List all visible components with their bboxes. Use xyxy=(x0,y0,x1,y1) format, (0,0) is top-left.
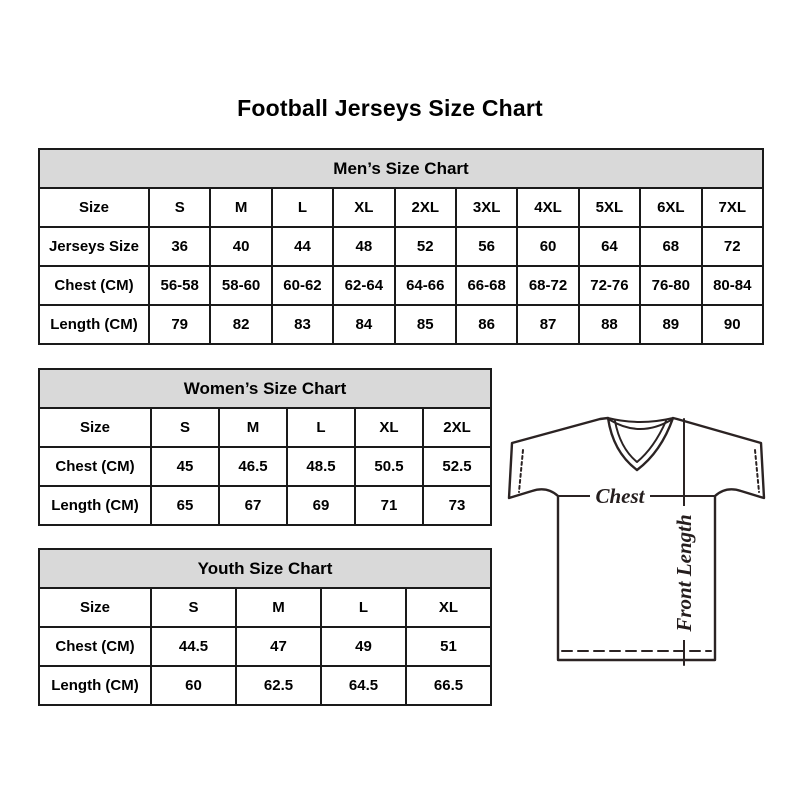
mens-data-cell: 36 xyxy=(147,226,212,267)
collar-inner-v-line xyxy=(614,420,667,463)
mens-data-cell: 85 xyxy=(393,304,457,345)
mens-data-cell: 64 xyxy=(577,226,642,267)
mens-header-cell: Size xyxy=(38,187,150,228)
mens-data-cell: 79 xyxy=(147,304,212,345)
jersey-measurement-diagram: Chest Front Length xyxy=(505,403,775,675)
womens-header-cell: L xyxy=(286,407,356,448)
mens-header-cell: 7XL xyxy=(700,187,765,228)
youth-data-cell: Length (CM) xyxy=(38,665,152,706)
front-length-label-bg xyxy=(673,506,695,640)
womens-header-cell: 2XL xyxy=(422,407,492,448)
mens-data-cell: 72-76 xyxy=(577,265,642,306)
youth-data-cell: 60 xyxy=(150,665,237,706)
youth-data-cell: 47 xyxy=(235,626,322,667)
womens-data-cell: 50.5 xyxy=(354,446,424,487)
mens-data-cell: 62-64 xyxy=(332,265,396,306)
womens-header-cell: XL xyxy=(354,407,424,448)
mens-header-cell: 4XL xyxy=(516,187,580,228)
jersey-outline xyxy=(507,416,766,662)
mens-data-cell: 88 xyxy=(577,304,642,345)
mens-data-cell: 84 xyxy=(332,304,396,345)
mens-data-cell: 48 xyxy=(332,226,396,267)
mens-data-cell: Jerseys Size xyxy=(38,226,150,267)
womens-data-cell: 48.5 xyxy=(286,446,356,487)
mens-data-cell: 76-80 xyxy=(639,265,703,306)
mens-size-table: Men’s Size Chart Size S M L XL 2XL 3XL 4XL 5XL 6XL… xyxy=(38,148,765,345)
chest-label: Chest xyxy=(595,484,645,508)
youth-data-cell: 64.5 xyxy=(320,665,407,706)
youth-data-cell: 51 xyxy=(405,626,492,667)
mens-data-cell: 60-62 xyxy=(270,265,335,306)
mens-data-cell: 80-84 xyxy=(700,265,765,306)
mens-data-cell: 40 xyxy=(209,226,273,267)
youth-header-cell: M xyxy=(235,587,322,628)
youth-header-cell: Size xyxy=(38,587,152,628)
womens-data-cell: 69 xyxy=(286,485,356,526)
mens-data-cell: Length (CM) xyxy=(38,304,150,345)
womens-size-table: Women’s Size Chart Size S M L XL 2XL Chest (CM)… xyxy=(38,368,492,526)
womens-data-cell: Chest (CM) xyxy=(38,446,152,487)
mens-data-cell: 82 xyxy=(209,304,273,345)
mens-data-cell: 52 xyxy=(393,226,457,267)
right-cuff-stitch-line xyxy=(754,449,760,493)
youth-data-cell: 49 xyxy=(320,626,407,667)
youth-table-title: Youth Size Chart xyxy=(38,548,492,589)
mens-data-cell: 83 xyxy=(270,304,335,345)
mens-data-cell: 87 xyxy=(516,304,580,345)
mens-data-cell: 72 xyxy=(700,226,765,267)
mens-table-title: Men’s Size Chart xyxy=(38,148,764,189)
mens-header-cell: 6XL xyxy=(639,187,703,228)
womens-data-cell: Length (CM) xyxy=(38,485,152,526)
mens-data-cell: 64-66 xyxy=(393,265,457,306)
womens-data-cell: 45 xyxy=(150,446,220,487)
womens-data-cell: 46.5 xyxy=(218,446,288,487)
womens-table-title: Women’s Size Chart xyxy=(38,368,492,409)
page-title: Football Jerseys Size Chart xyxy=(237,95,543,121)
mens-data-cell: 56 xyxy=(454,226,519,267)
womens-data-cell: 71 xyxy=(354,485,424,526)
mens-data-cell: 68-72 xyxy=(516,265,580,306)
womens-header-cell: S xyxy=(150,407,220,448)
mens-header-cell: S xyxy=(147,187,212,228)
mens-data-cell: 58-60 xyxy=(209,265,273,306)
mens-data-cell: 68 xyxy=(639,226,703,267)
mens-data-cell: 90 xyxy=(700,304,765,345)
mens-data-cell: 44 xyxy=(270,226,335,267)
mens-header-cell: 2XL xyxy=(393,187,457,228)
youth-header-cell: S xyxy=(150,587,237,628)
youth-size-table: Youth Size Chart Size S M L XL Chest (CM) 44.5 4… xyxy=(38,548,492,706)
mens-header-cell: XL xyxy=(332,187,396,228)
youth-data-cell: 44.5 xyxy=(150,626,237,667)
mens-header-cell: M xyxy=(209,187,273,228)
mens-data-cell: 60 xyxy=(516,226,580,267)
jersey-diagram-svg: Chest Front Length xyxy=(507,416,766,666)
womens-header-cell: M xyxy=(218,407,288,448)
mens-data-cell: 56-58 xyxy=(147,265,212,306)
youth-data-cell: 62.5 xyxy=(235,665,322,706)
chest-label-bg xyxy=(590,484,650,506)
womens-header-cell: Size xyxy=(38,407,152,448)
youth-data-cell: Chest (CM) xyxy=(38,626,152,667)
womens-data-cell: 65 xyxy=(150,485,220,526)
womens-data-cell: 67 xyxy=(218,485,288,526)
front-length-label: Front Length xyxy=(672,514,696,632)
youth-header-cell: XL xyxy=(405,587,492,628)
left-cuff-stitch-line xyxy=(518,449,524,493)
mens-data-cell: 89 xyxy=(639,304,703,345)
mens-header-cell: 5XL xyxy=(577,187,642,228)
womens-data-cell: 52.5 xyxy=(422,446,492,487)
mens-data-cell: 66-68 xyxy=(454,265,519,306)
collar-back-line xyxy=(607,417,674,423)
youth-data-cell: 66.5 xyxy=(405,665,492,706)
mens-header-cell: L xyxy=(270,187,335,228)
mens-header-cell: 3XL xyxy=(454,187,519,228)
womens-data-cell: 73 xyxy=(422,485,492,526)
mens-data-cell: 86 xyxy=(454,304,519,345)
mens-data-cell: Chest (CM) xyxy=(38,265,150,306)
youth-header-cell: L xyxy=(320,587,407,628)
